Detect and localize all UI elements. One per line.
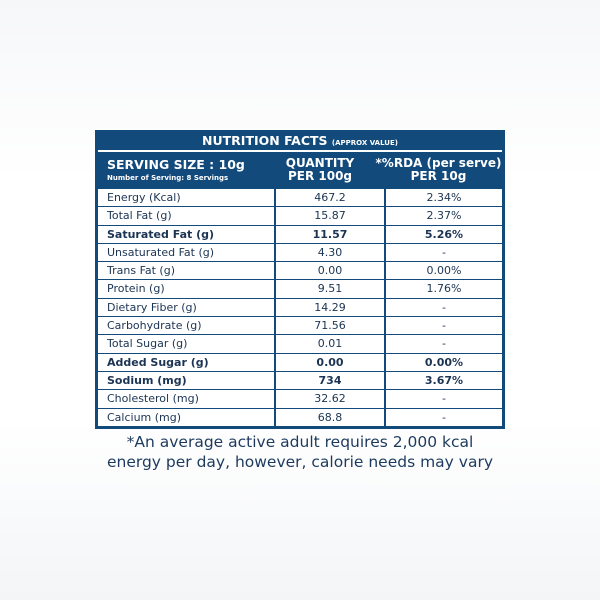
rda-value: 2.34% [384,189,502,207]
nutrient-name: Protein (g) [107,282,165,296]
rda-value: - [384,317,502,335]
nutrient-name: Saturated Fat (g) [107,227,215,241]
quantity-value: 467.2 [274,189,384,207]
table-row: Energy (Kcal) 467.2 2.34% [98,188,502,207]
table-row: Cholesterol (mg) 32.62- [98,389,502,408]
rda-header: *%RDA (per serve) [375,156,502,170]
table-header: SERVING SIZE : 10g Number of Serving: 8 S… [98,152,502,188]
table-row: Dietary Fiber (g) 14.29- [98,297,502,317]
nutrient-name: Carbohydrate (g) [107,319,202,333]
serving-size: SERVING SIZE : 10g [107,157,245,172]
nutrient-name: Unsaturated Fat (g) [107,245,215,259]
footnote-line-1: *An average active adult requires 2,000 … [126,433,474,451]
quantity-value: 0.00 [274,353,384,371]
rda-value: - [384,243,502,262]
quantity-value: 734 [274,371,384,390]
footnote-line-2: energy per day, however, calorie needs m… [106,453,494,471]
nutrient-name: Energy (Kcal) [107,191,181,204]
nutrient-name: Calcium (mg) [107,410,182,424]
table-row: Saturated Fat (g) 11.57 5.26% [98,224,502,243]
nutrient-name: Total Sugar (g) [107,337,188,351]
nutrient-name: Sodium (mg) [107,373,187,387]
table-row: Total Fat (g) 15.87 2.37% [98,206,502,225]
rda-value: 5.26% [384,225,502,243]
nutrient-name: Dietary Fiber (g) [107,300,197,314]
quantity-value: 15.87 [274,207,384,225]
rda-value: 3.67% [384,371,502,390]
rda-value: 1.76% [384,280,502,298]
quantity-value: 4.30 [274,243,384,262]
quantity-value: 9.51 [274,280,384,298]
table-row: Unsaturated Fat (g) 4.30- [98,242,502,262]
quantity-value: 71.56 [274,317,384,335]
quantity-value: 14.29 [274,298,384,317]
quantity-value: 0.00 [274,262,384,280]
table-row: Calcium (mg) 68.8- [98,407,502,426]
nutrient-name: Cholesterol (mg) [107,392,199,406]
quantity-value: 32.62 [274,390,384,408]
table-title: NUTRITION FACTS (APPROX VALUE) [98,130,502,152]
qty-header: QUANTITY [285,156,355,170]
rda-header-sub: PER 10g [410,169,467,183]
rda-value: - [384,335,502,353]
nutrient-name: Trans Fat (g) [107,264,175,278]
rda-value: - [384,390,502,408]
nutrient-name: Total Fat (g) [107,209,172,223]
nutrition-table: NUTRITION FACTS (APPROX VALUE) SERVING S… [95,130,505,429]
rda-value: - [384,408,502,426]
quantity-value: 68.8 [274,408,384,426]
table-row: Carbohydrate (g) 71.56- [98,316,502,335]
servings-count: Number of Serving: 8 Servings [107,174,229,182]
rda-value: 0.00% [384,262,502,280]
footnote: *An average active adult requires 2,000 … [0,432,600,472]
qty-header-sub: PER 100g [287,169,353,183]
table-row: Trans Fat (g) 0.00 0.00% [98,261,502,280]
table-row: Total Sugar (g) 0.01- [98,334,502,353]
nutrient-name: Added Sugar (g) [107,355,209,369]
table-row: Sodium (mg) 734 3.67% [98,370,502,390]
table-row: Added Sugar (g) 0.00 0.00% [98,352,502,371]
rda-value: 2.37% [384,207,502,225]
title-text: NUTRITION FACTS [202,133,328,148]
rda-value: 0.00% [384,353,502,371]
quantity-value: 0.01 [274,335,384,353]
quantity-value: 11.57 [274,225,384,243]
table-row: Protein (g) 9.51 1.76% [98,279,502,298]
title-note: (APPROX VALUE) [331,139,398,147]
rda-value: - [384,298,502,317]
